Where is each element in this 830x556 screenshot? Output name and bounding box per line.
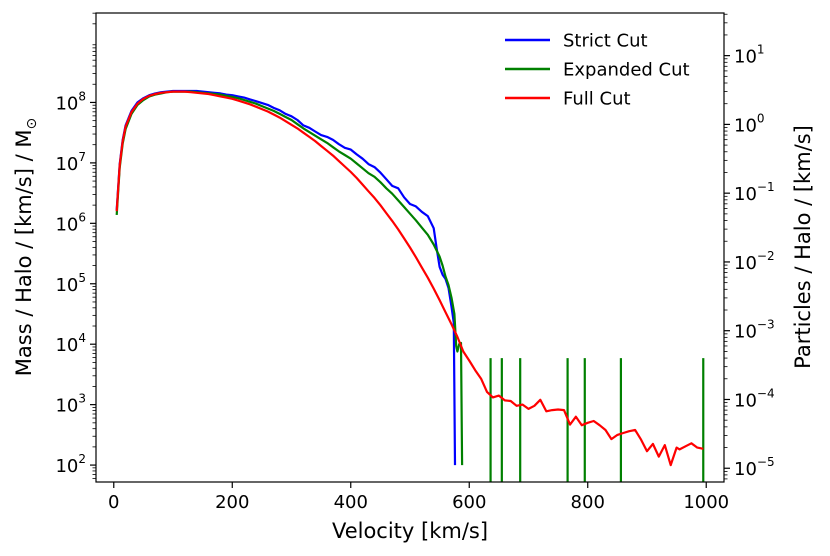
series-line-expanded-cut xyxy=(115,90,464,466)
y-right-tick-label: 10−3 xyxy=(734,318,775,343)
y-right-tick-label: 101 xyxy=(734,43,765,68)
x-tick-label: 400 xyxy=(334,492,368,513)
y-axis-right-label: Particles / Halo / [km/s] xyxy=(791,125,815,369)
y-left-tick-label: 107 xyxy=(55,150,86,175)
x-tick-label: 0 xyxy=(108,492,119,513)
y-axis-left-label-text: Mass / Halo / [km/s] / M xyxy=(12,130,36,377)
x-tick-label: 200 xyxy=(215,492,249,513)
y-right-tick-label: 10−2 xyxy=(734,249,775,274)
y-axis-left-label-subscript: ⊙ xyxy=(24,118,40,130)
legend-label-full-cut: Full Cut xyxy=(563,89,631,110)
y-axis-left-label: Mass / Halo / [km/s] / M⊙ xyxy=(12,118,40,376)
legend-label-expanded-cut: Expanded Cut xyxy=(563,60,690,81)
x-tick-label: 600 xyxy=(452,492,486,513)
y-right-tick-label: 10−5 xyxy=(734,455,775,480)
y-left-tick-label: 104 xyxy=(55,331,86,356)
x-tick-label: 800 xyxy=(571,492,605,513)
y-left-tick-label: 102 xyxy=(55,452,86,477)
axis-ticks: 0 200 400 600 800 1000 102 103 104 105 106 107 108 10… xyxy=(55,12,775,513)
x-axis-label: Velocity [km/s] xyxy=(332,519,488,543)
y-left-tick-label: 103 xyxy=(55,392,86,417)
y-right-tick-label: 10−4 xyxy=(734,386,775,411)
legend: Strict Cut Expanded Cut Full Cut xyxy=(505,31,690,110)
y-right-tick-label: 100 xyxy=(734,111,765,136)
series-line-strict-cut xyxy=(115,89,457,466)
series-line-full-cut xyxy=(115,90,704,467)
legend-label-strict-cut: Strict Cut xyxy=(563,31,648,52)
y-left-tick-label: 108 xyxy=(55,89,86,114)
series-group xyxy=(115,89,705,482)
y-right-tick-label: 10−1 xyxy=(734,180,775,205)
y-left-tick-label: 106 xyxy=(55,210,86,235)
x-tick-label: 1000 xyxy=(683,492,729,513)
y-left-tick-label: 105 xyxy=(55,271,86,296)
